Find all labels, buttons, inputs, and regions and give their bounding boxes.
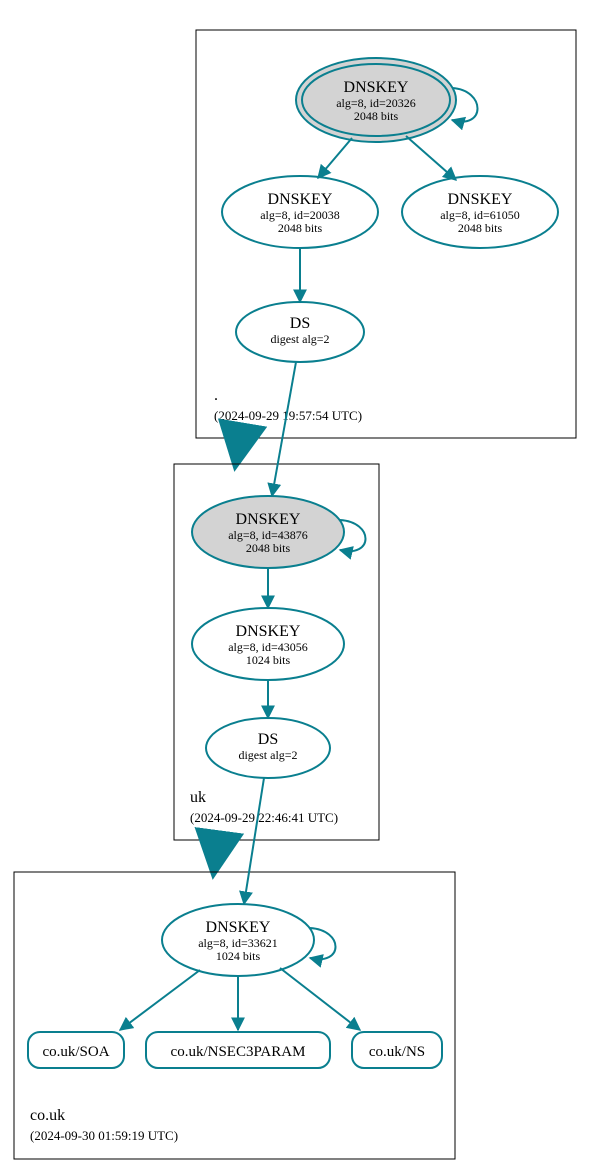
zone-label-uk: uk (190, 789, 206, 806)
svg-text:co.uk/NSEC3PARAM: co.uk/NSEC3PARAM (171, 1044, 306, 1060)
zone-label-couk: co.uk (30, 1107, 65, 1124)
node-root-zsk1: DNSKEY alg=8, id=20038 2048 bits (222, 176, 378, 248)
zone-label-root: . (214, 387, 218, 404)
svg-text:alg=8, id=43876: alg=8, id=43876 (228, 528, 308, 542)
svg-text:alg=8, id=20038: alg=8, id=20038 (260, 208, 340, 222)
svg-text:DS: DS (258, 731, 278, 748)
edge-zone-uk-to-couk (214, 840, 218, 870)
svg-text:DNSKEY: DNSKEY (268, 191, 333, 208)
svg-text:DNSKEY: DNSKEY (344, 79, 409, 96)
svg-text:alg=8, id=43056: alg=8, id=43056 (228, 640, 308, 654)
node-root-ds: DS digest alg=2 (236, 302, 364, 362)
svg-text:alg=8, id=33621: alg=8, id=33621 (198, 936, 278, 950)
svg-text:2048 bits: 2048 bits (246, 541, 291, 555)
svg-text:digest alg=2: digest alg=2 (238, 748, 297, 762)
svg-text:2048 bits: 2048 bits (354, 109, 399, 123)
svg-text:alg=8, id=61050: alg=8, id=61050 (440, 208, 520, 222)
svg-text:alg=8, id=20326: alg=8, id=20326 (336, 96, 416, 110)
svg-text:2048 bits: 2048 bits (278, 221, 323, 235)
edge-rootds-to-ukksk (272, 362, 296, 496)
node-couk-nsec3param: co.uk/NSEC3PARAM (146, 1032, 330, 1068)
node-uk-ksk: DNSKEY alg=8, id=43876 2048 bits (192, 496, 344, 568)
svg-text:1024 bits: 1024 bits (246, 653, 291, 667)
edge-coukksk-to-soa (120, 970, 200, 1030)
edge-coukksk-to-ns (280, 968, 360, 1030)
node-root-zsk2: DNSKEY alg=8, id=61050 2048 bits (402, 176, 558, 248)
edge-rootksk-to-zsk1 (318, 138, 352, 178)
zone-timestamp-uk: (2024-09-29 22:46:41 UTC) (190, 810, 338, 825)
edge-rootksk-to-zsk2 (406, 136, 456, 180)
svg-text:DNSKEY: DNSKEY (236, 511, 301, 528)
svg-text:digest alg=2: digest alg=2 (270, 332, 329, 346)
svg-text:co.uk/NS: co.uk/NS (369, 1044, 425, 1060)
edge-zone-root-to-uk (236, 438, 240, 462)
svg-text:1024 bits: 1024 bits (216, 949, 261, 963)
node-couk-soa: co.uk/SOA (28, 1032, 124, 1068)
edge-ukds-to-coukksk (244, 778, 264, 904)
node-couk-ns: co.uk/NS (352, 1032, 442, 1068)
node-couk-ksk: DNSKEY alg=8, id=33621 1024 bits (162, 904, 314, 976)
svg-text:DNSKEY: DNSKEY (448, 191, 513, 208)
node-uk-ds: DS digest alg=2 (206, 718, 330, 778)
svg-text:DS: DS (290, 315, 310, 332)
node-root-ksk: DNSKEY alg=8, id=20326 2048 bits (296, 58, 456, 142)
svg-text:co.uk/SOA: co.uk/SOA (42, 1044, 109, 1060)
svg-text:DNSKEY: DNSKEY (236, 623, 301, 640)
node-uk-zsk: DNSKEY alg=8, id=43056 1024 bits (192, 608, 344, 680)
zone-timestamp-couk: (2024-09-30 01:59:19 UTC) (30, 1128, 178, 1143)
svg-text:2048 bits: 2048 bits (458, 221, 503, 235)
svg-text:DNSKEY: DNSKEY (206, 919, 271, 936)
